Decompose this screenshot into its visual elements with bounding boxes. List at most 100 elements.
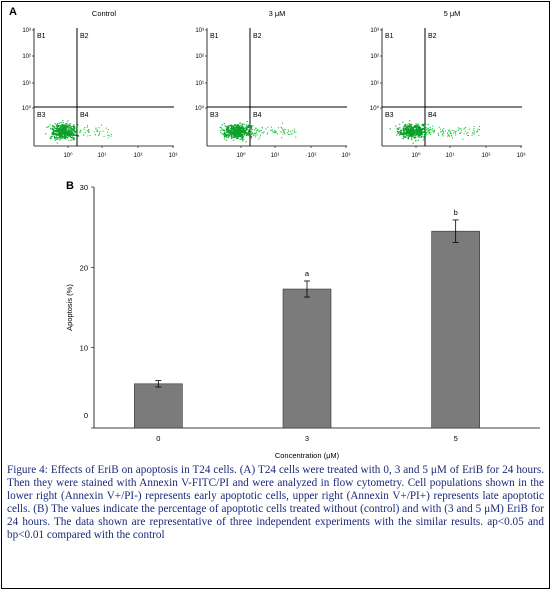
flow-dot bbox=[225, 135, 227, 137]
flow-dot bbox=[58, 122, 61, 124]
flow-dot bbox=[62, 127, 64, 129]
flow-dot bbox=[237, 137, 239, 140]
flow-dot bbox=[259, 136, 261, 138]
flow-dot bbox=[72, 135, 74, 137]
flow-dot bbox=[418, 128, 420, 130]
flow-dot bbox=[439, 131, 441, 133]
flow-dot bbox=[395, 125, 397, 127]
flow-dot bbox=[239, 132, 241, 134]
flow-dot bbox=[98, 127, 100, 129]
flow-dot bbox=[220, 132, 222, 134]
panel-b-label: B bbox=[66, 180, 74, 192]
flow-dot bbox=[87, 129, 89, 131]
flow-dot bbox=[412, 132, 414, 134]
flow-dot bbox=[413, 126, 415, 128]
flow-dot bbox=[75, 132, 78, 134]
flow-dot bbox=[232, 132, 235, 134]
flow-dot bbox=[423, 127, 426, 129]
flow-dot bbox=[53, 131, 55, 133]
flow-dot bbox=[65, 125, 67, 127]
flow-dot bbox=[61, 134, 63, 136]
flow-dot bbox=[411, 130, 413, 132]
flow-dot bbox=[75, 128, 78, 130]
flow-dot bbox=[432, 125, 434, 127]
flow-dot bbox=[237, 127, 239, 129]
flow-dot bbox=[64, 134, 66, 136]
flow-dot bbox=[54, 132, 57, 135]
flow-dot bbox=[239, 134, 241, 136]
flow-dot bbox=[261, 126, 263, 128]
flow-dot bbox=[402, 135, 405, 137]
flow-dot bbox=[75, 131, 78, 133]
flow-dot bbox=[275, 132, 277, 134]
flow-dot bbox=[267, 132, 269, 134]
flow-dot bbox=[396, 134, 398, 136]
flow-plot-1: Control 10³ 10² 10¹ 10⁰ 10⁰ 10¹ 10² 10³ B1 B2 B3 B4 bbox=[22, 9, 177, 159]
flow-dot bbox=[411, 127, 413, 129]
flow-dot bbox=[80, 129, 82, 131]
flow-dot bbox=[442, 130, 444, 132]
flow-dot bbox=[425, 129, 427, 131]
flow-dot bbox=[423, 125, 426, 127]
flow-dot bbox=[61, 128, 63, 130]
flow-dot bbox=[59, 139, 61, 141]
flow-dot bbox=[420, 131, 422, 133]
flow-dot bbox=[242, 131, 244, 133]
flow-dot bbox=[293, 128, 295, 130]
flow-dot bbox=[63, 124, 65, 126]
flow-dot bbox=[233, 129, 235, 131]
flow-dot bbox=[68, 130, 71, 132]
flow-dot bbox=[62, 133, 64, 135]
flow-dot bbox=[225, 136, 227, 138]
flow-dot bbox=[67, 120, 69, 122]
flow-dot bbox=[405, 130, 408, 132]
flow-dot bbox=[281, 127, 283, 129]
flow-dot bbox=[70, 130, 72, 132]
flow-dot bbox=[231, 135, 233, 137]
flow-dot bbox=[473, 128, 475, 130]
flow-dot bbox=[238, 125, 241, 127]
flow-dot bbox=[251, 132, 253, 134]
flow-dot bbox=[418, 126, 420, 129]
flow-dot bbox=[284, 133, 286, 135]
flow-dot bbox=[224, 134, 227, 136]
flow-dot bbox=[248, 134, 250, 136]
flow-dot bbox=[107, 131, 109, 133]
x-tick-label: 10¹ bbox=[271, 153, 280, 159]
flow-dot bbox=[241, 132, 243, 134]
x-tick-label: 10² bbox=[482, 153, 491, 159]
flow-dot bbox=[251, 128, 253, 130]
flow-dot bbox=[295, 136, 297, 138]
flow-dot bbox=[87, 135, 89, 137]
x-tick-label: 10⁰ bbox=[63, 152, 73, 159]
flow-dot bbox=[236, 133, 238, 135]
flow-dot bbox=[413, 125, 416, 127]
flow-dot bbox=[55, 136, 58, 138]
flow-dot bbox=[416, 134, 418, 136]
flow-dot bbox=[234, 130, 236, 132]
flow-dot bbox=[413, 129, 415, 131]
flow-dot bbox=[291, 130, 293, 132]
flow-dot bbox=[74, 131, 77, 134]
flow-dot bbox=[240, 125, 242, 127]
flow-dot bbox=[68, 127, 70, 129]
flow-dot bbox=[233, 132, 236, 134]
flow-dot bbox=[236, 131, 238, 133]
flow-dot bbox=[233, 135, 236, 137]
flow-dot bbox=[417, 129, 419, 131]
flow-dot bbox=[228, 131, 230, 133]
flow-dot bbox=[405, 132, 408, 134]
flow-dot bbox=[271, 130, 273, 132]
flow-dot bbox=[226, 128, 228, 130]
flow-dot bbox=[250, 129, 252, 131]
flow-dot bbox=[225, 130, 227, 132]
flow-dot bbox=[428, 131, 430, 133]
flow-dot bbox=[53, 126, 56, 128]
flow-dot bbox=[73, 139, 75, 141]
flow-dot bbox=[224, 135, 226, 137]
flow-dot bbox=[406, 128, 409, 130]
flow-dot bbox=[444, 130, 446, 132]
flow-dot bbox=[236, 131, 238, 133]
flow-dot bbox=[291, 133, 293, 135]
